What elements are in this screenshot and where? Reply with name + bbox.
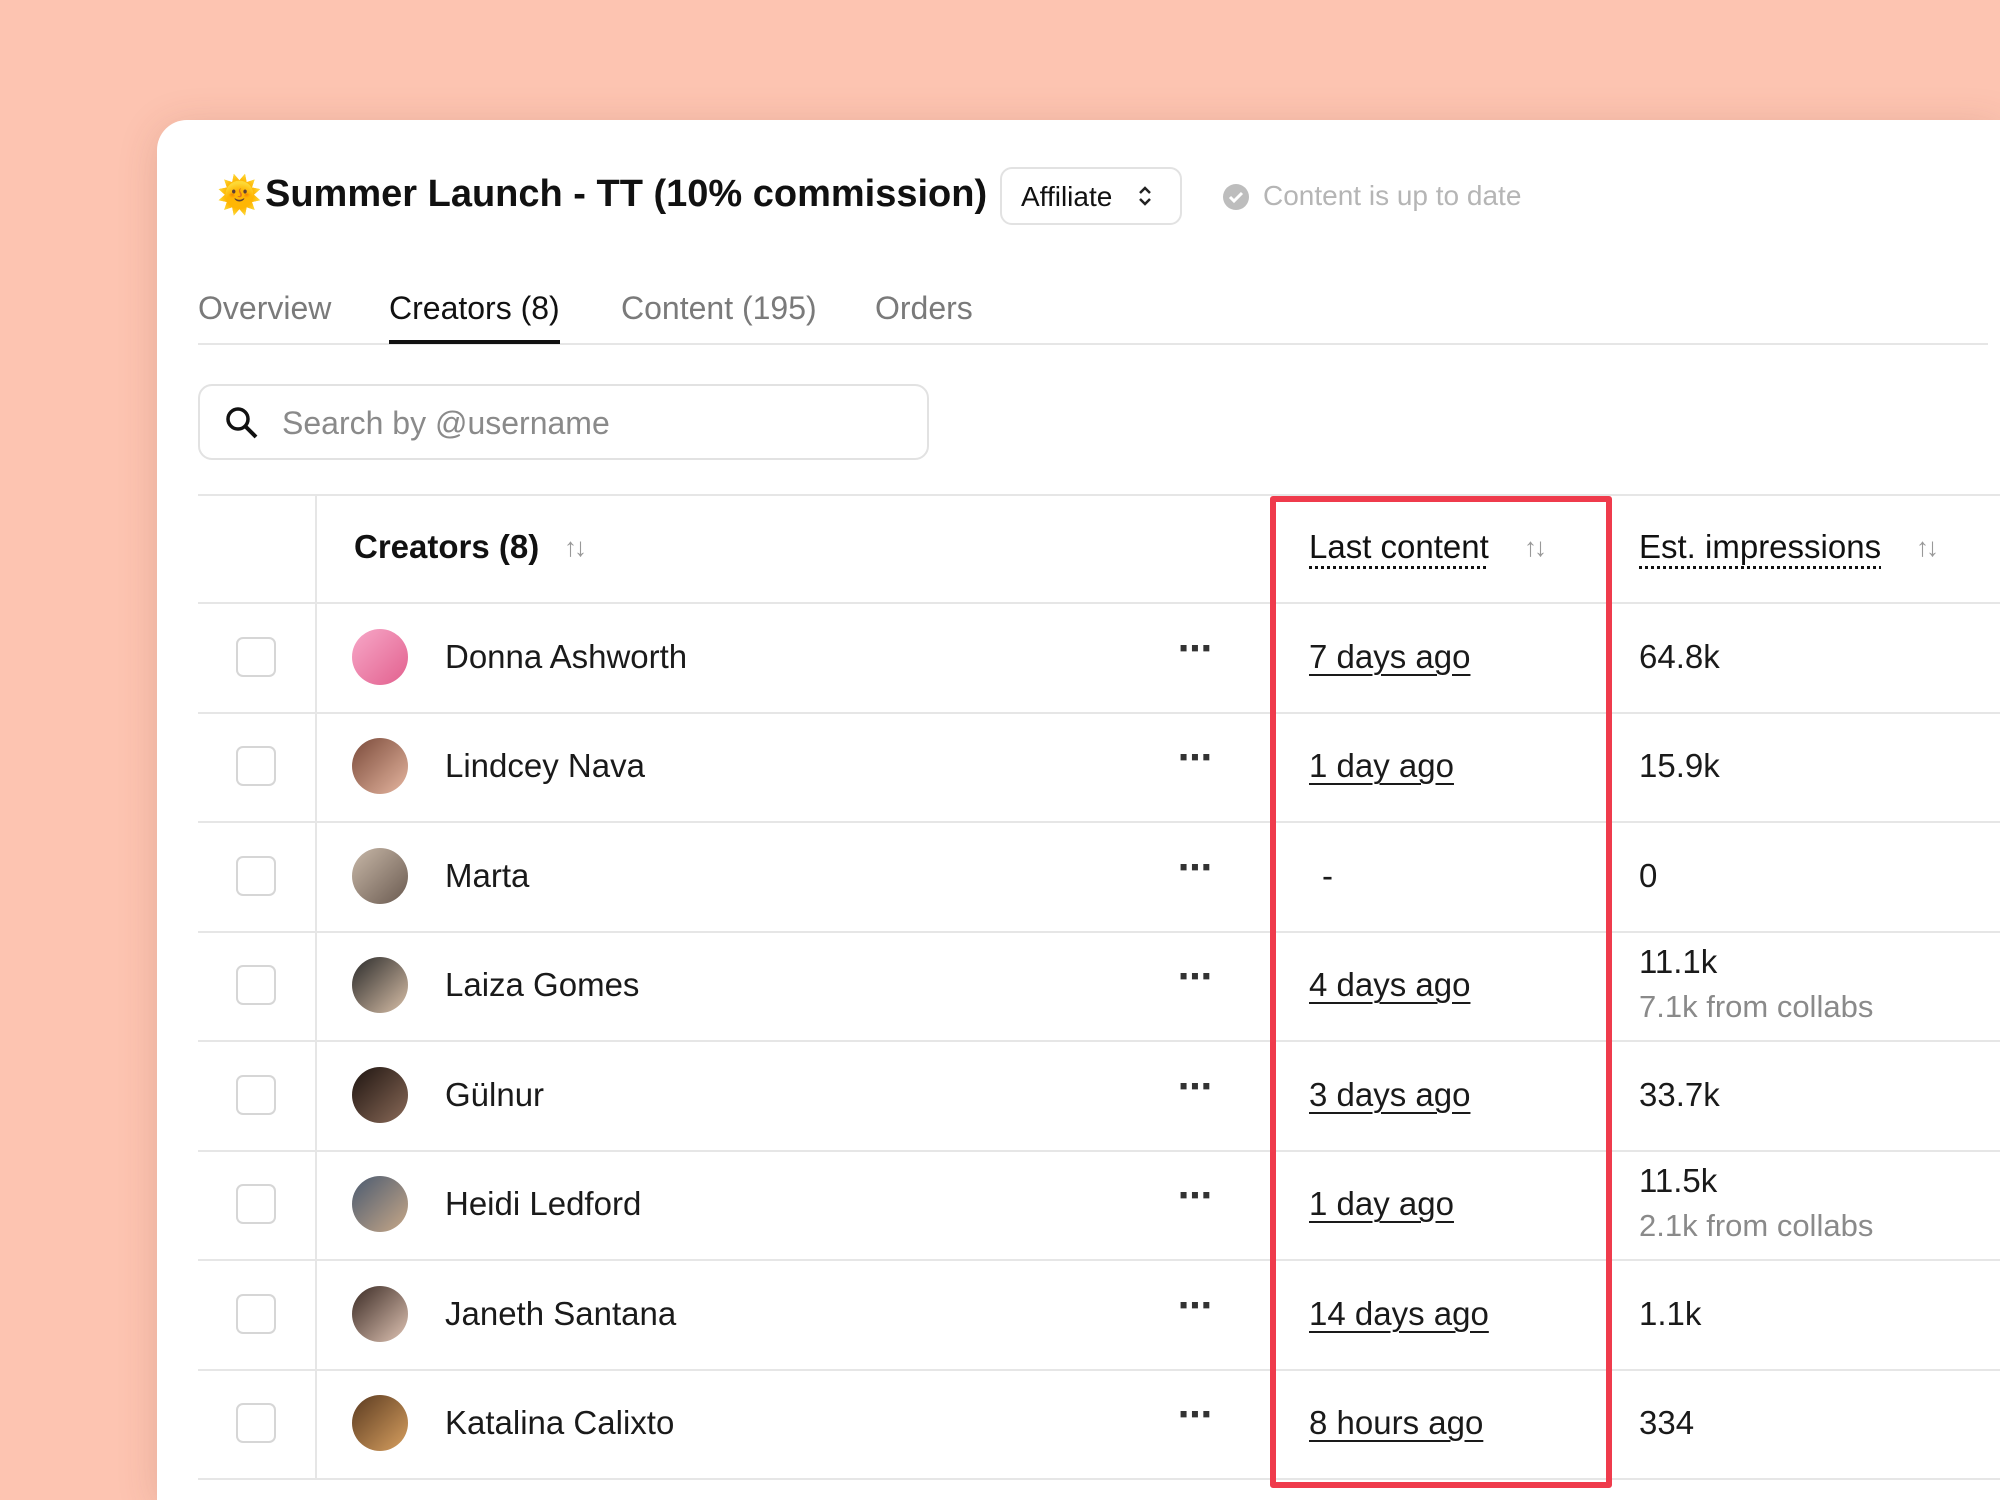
tab[interactable]: Orders: [875, 290, 973, 326]
more-menu[interactable]: ⋯: [1178, 958, 1213, 997]
column-header[interactable]: Est. impressions: [1639, 528, 1882, 565]
impressions: 33.7k: [1639, 1075, 1720, 1113]
last-content[interactable]: 1 day ago: [1309, 1185, 1454, 1223]
last-content[interactable]: 4 days ago: [1309, 966, 1471, 1004]
title-emoji: 🌞: [217, 174, 262, 215]
collabs-note: 2.1k from collabs: [1639, 1208, 1874, 1244]
search-icon: [226, 407, 258, 439]
sort-icon[interactable]: ↑↓: [1524, 532, 1547, 562]
row-border: [198, 821, 2000, 823]
row-checkbox[interactable]: [236, 1403, 276, 1444]
row-border: [198, 711, 2000, 714]
last-content[interactable]: 3 days ago: [1309, 1075, 1471, 1113]
badge-label: Affiliate: [1021, 181, 1113, 212]
avatar: [352, 847, 408, 904]
row-checkbox[interactable]: [236, 746, 276, 787]
more-menu[interactable]: ⋯: [1178, 1286, 1213, 1325]
creator-name[interactable]: Gülnur: [445, 1075, 545, 1113]
last-content[interactable]: 7 days ago: [1309, 637, 1471, 675]
creator-name[interactable]: Marta: [445, 856, 530, 894]
impressions: 11.5k: [1639, 1162, 1718, 1200]
search-placeholder: Search by @username: [282, 405, 610, 441]
impressions: 0: [1639, 856, 1658, 894]
status-text: Content is up to date: [1263, 180, 1522, 211]
creator-name[interactable]: Janeth Santana: [445, 1294, 677, 1332]
more-menu[interactable]: ⋯: [1178, 739, 1213, 778]
impressions: 11.1k: [1639, 943, 1718, 981]
row-border: [198, 1040, 2000, 1042]
more-menu[interactable]: ⋯: [1178, 848, 1213, 887]
tab[interactable]: Overview: [198, 290, 332, 326]
column-header[interactable]: Last content: [1309, 528, 1489, 565]
search-box[interactable]: Search by @username: [198, 384, 929, 460]
more-menu[interactable]: ⋯: [1178, 629, 1213, 668]
tab[interactable]: Creators (8): [389, 290, 560, 344]
row-checkbox[interactable]: [236, 636, 276, 677]
tab-underline: [389, 340, 560, 344]
row-border: [198, 1478, 2000, 1480]
row-checkbox[interactable]: [236, 965, 276, 1006]
avatar: [352, 628, 408, 685]
avatar: [352, 1066, 408, 1123]
avatar: [352, 1395, 408, 1452]
column-divider: [315, 495, 317, 1480]
creator-name[interactable]: Katalina Calixto: [445, 1404, 675, 1442]
more-menu[interactable]: ⋯: [1178, 1177, 1213, 1216]
avatar: [352, 1176, 408, 1233]
table-top-border: [198, 494, 2000, 496]
avatar: [352, 738, 408, 795]
highlight-box: [1270, 496, 1612, 1488]
row-checkbox[interactable]: [236, 1074, 276, 1115]
impressions: 15.9k: [1639, 747, 1720, 785]
tab[interactable]: Content (195): [621, 290, 817, 326]
sort-icon[interactable]: ↑↓: [564, 532, 587, 562]
avatar: [352, 1285, 408, 1342]
chevron-icon: [1139, 186, 1151, 206]
more-menu[interactable]: ⋯: [1178, 1396, 1213, 1435]
row-checkbox[interactable]: [236, 1293, 276, 1334]
impressions: 334: [1639, 1404, 1695, 1442]
row-border: [198, 930, 2000, 933]
more-menu[interactable]: ⋯: [1178, 1067, 1213, 1106]
impressions: 64.8k: [1639, 637, 1720, 675]
row-checkbox[interactable]: [236, 1184, 276, 1225]
header-border: [198, 602, 2000, 604]
badge-button[interactable]: Affiliate: [1000, 167, 1182, 225]
campaign-title: Summer Launch - TT (10% commission): [265, 173, 988, 215]
collabs-note: 7.1k from collabs: [1639, 989, 1874, 1025]
last-content[interactable]: 1 day ago: [1309, 747, 1454, 785]
last-content[interactable]: 8 hours ago: [1309, 1404, 1484, 1442]
avatar: [352, 957, 408, 1014]
sort-icon[interactable]: ↑↓: [1916, 532, 1939, 562]
row-border: [198, 1149, 2000, 1152]
creator-name[interactable]: Heidi Ledford: [445, 1185, 642, 1223]
last-content: -: [1322, 856, 1333, 894]
row-border: [198, 1259, 2000, 1261]
tabs-divider: [198, 343, 1988, 345]
status-icon: [1223, 184, 1249, 210]
last-content[interactable]: 14 days ago: [1309, 1294, 1489, 1332]
creator-name[interactable]: Lindcey Nava: [445, 747, 645, 785]
creator-name[interactable]: Donna Ashworth: [445, 637, 688, 675]
column-header[interactable]: Creators (8): [354, 528, 540, 565]
row-checkbox[interactable]: [236, 855, 276, 896]
row-border: [198, 1368, 2000, 1371]
creator-name[interactable]: Laiza Gomes: [445, 966, 640, 1004]
impressions: 1.1k: [1639, 1294, 1702, 1332]
campaign-card: [157, 120, 2000, 1500]
